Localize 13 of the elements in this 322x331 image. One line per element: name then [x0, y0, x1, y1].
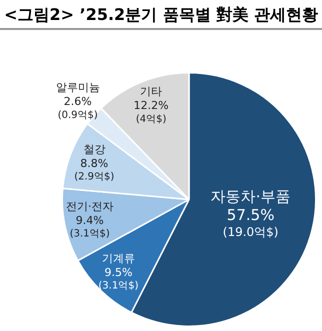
data-label: 8.8% (2.9억$) — [74, 156, 114, 183]
data-label: 9.5% (3.1억$) — [98, 266, 139, 292]
slice-label: 자동차·부품 — [210, 187, 291, 206]
data-label: 9.4% (3.1억$) — [70, 214, 110, 240]
slice-label: 기계류 — [102, 252, 135, 266]
slice-label: 알루미늄 — [56, 81, 100, 94]
slice-label: 전기·전자 — [66, 200, 114, 214]
chart-title: <그림2> ’25.2분기 품목별 對美 관세현황 — [0, 0, 322, 30]
data-label: 57.5% (19.0억$) — [222, 206, 278, 240]
data-label: 2.6% (0.9억$) — [58, 94, 98, 121]
data-label: 12.2% (4억$) — [134, 98, 169, 125]
slice-label: 철강 — [83, 143, 106, 156]
slice-label: 기타 — [140, 85, 162, 98]
